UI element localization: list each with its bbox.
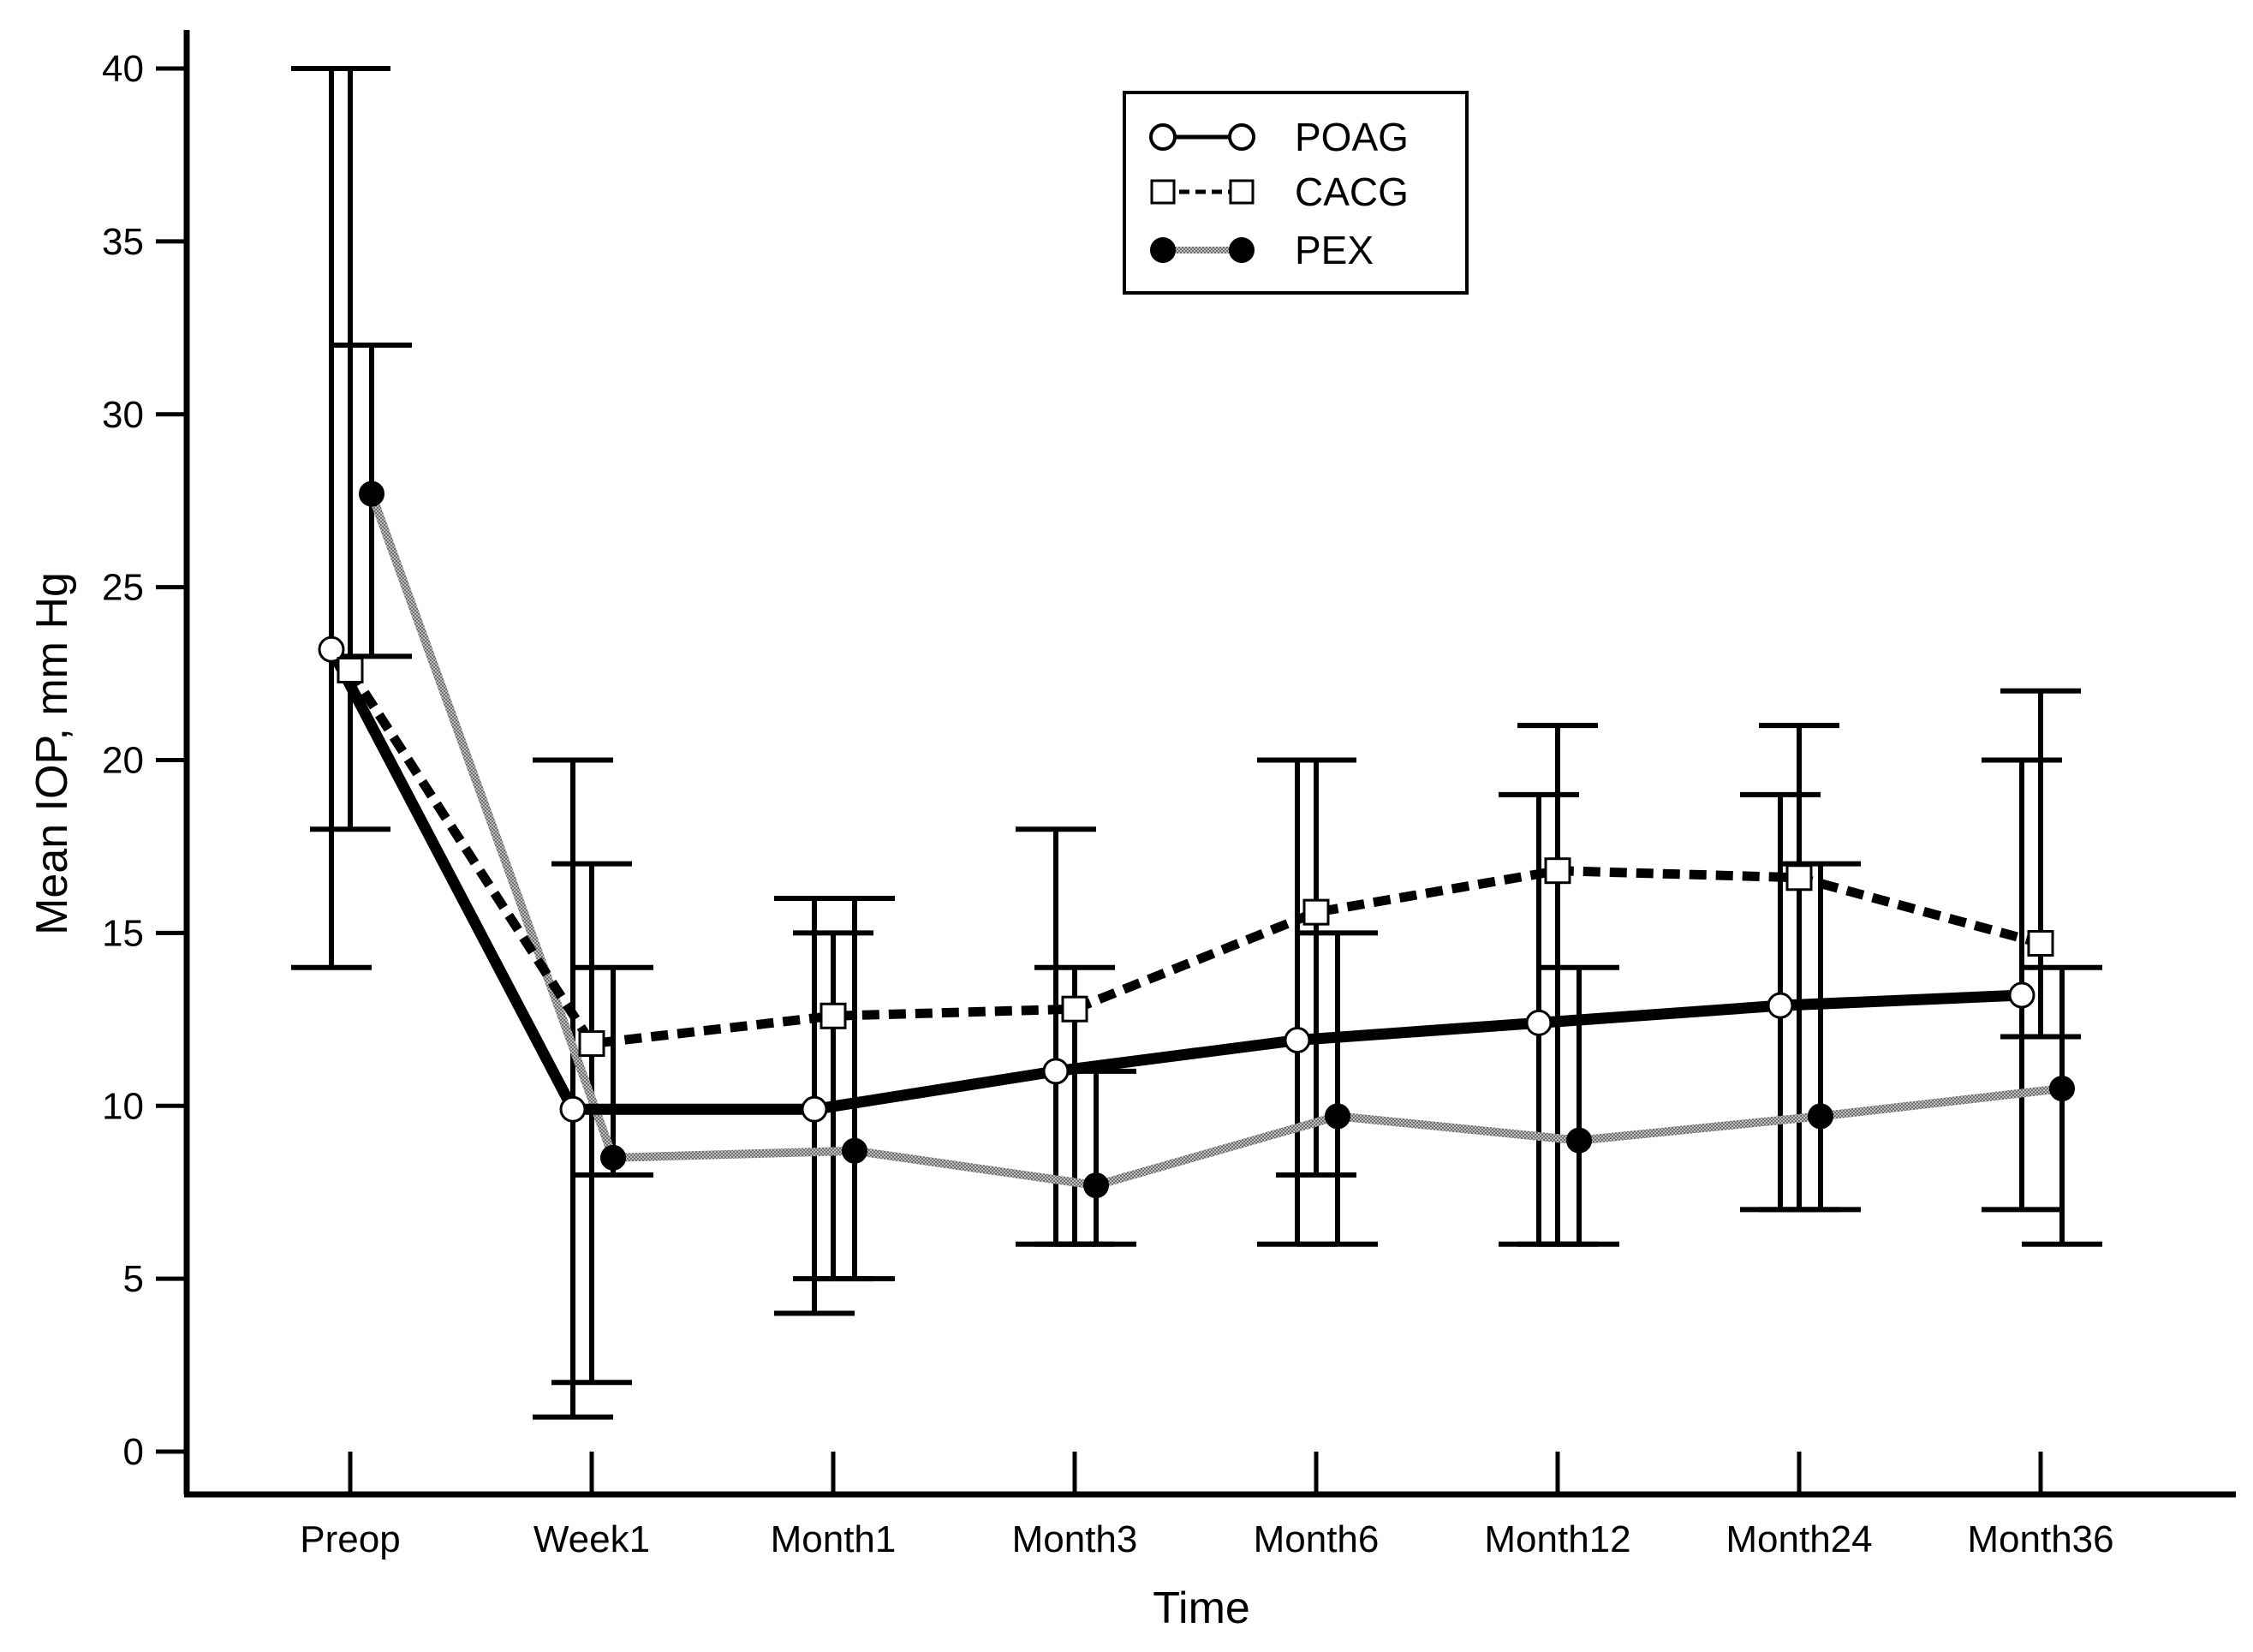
y-tick-label-0: 0 xyxy=(123,1431,144,1473)
y-axis-ticks: 0 5 10 15 20 25 30 35 40 xyxy=(102,48,187,1473)
errorbar-cacg-preop xyxy=(310,66,390,832)
y-tick-label-5: 5 xyxy=(123,1258,144,1300)
marker-poag-month1 xyxy=(801,1095,828,1123)
errorbar-poag-preop xyxy=(291,66,372,970)
marker-pex-month12 xyxy=(1566,1127,1592,1154)
x-tick-label-month1: Month1 xyxy=(771,1518,897,1560)
marker-poag-month12 xyxy=(1525,1009,1553,1036)
marker-cacg-month36 xyxy=(2027,929,2054,957)
y-tick-label-40: 40 xyxy=(102,48,144,90)
errorbar-cacg-month36 xyxy=(2000,688,2081,1040)
series-line-pex xyxy=(367,492,2063,1190)
marker-cacg-month24 xyxy=(1785,864,1813,892)
x-tick-label-month12: Month12 xyxy=(1484,1518,1630,1560)
errorbar-cacg-month24 xyxy=(1759,723,1839,1213)
marker-pex-month36 xyxy=(2049,1076,2075,1102)
legend-entry-poag: POAG xyxy=(1149,115,1409,159)
errorbar-pex-month24 xyxy=(1780,861,1861,1213)
marker-poag-month36 xyxy=(2008,981,2035,1009)
marker-cacg-week1 xyxy=(578,1030,605,1058)
x-tick-label-preop: Preop xyxy=(300,1518,400,1560)
marker-pex-month6 xyxy=(1325,1103,1350,1130)
legend-label-cacg: CACG xyxy=(1295,170,1409,214)
marker-pex-month3 xyxy=(1083,1172,1109,1199)
legend-marker-poag-left xyxy=(1149,123,1177,151)
error-bars xyxy=(291,66,2102,1420)
y-tick-label-15: 15 xyxy=(102,912,144,954)
errorbar-poag-week1 xyxy=(533,757,613,1420)
x-tick-label-month36: Month36 xyxy=(1967,1518,2113,1560)
marker-poag-month3 xyxy=(1042,1058,1070,1085)
y-tick-label-20: 20 xyxy=(102,740,144,782)
marker-pex-month24 xyxy=(1808,1103,1833,1130)
marker-poag-month6 xyxy=(1284,1027,1311,1054)
series-line-poag xyxy=(326,647,2023,1115)
marker-cacg-month12 xyxy=(1544,857,1571,885)
marker-cacg-preop xyxy=(337,657,364,684)
legend-entry-pex: PEX xyxy=(1150,228,1374,272)
errorbar-pex-month36 xyxy=(2022,964,2102,1247)
marker-cacg-month3 xyxy=(1061,995,1088,1023)
series-lines xyxy=(326,492,2063,1190)
y-tick-label-30: 30 xyxy=(102,394,144,436)
series-markers xyxy=(318,480,2075,1199)
marker-pex-month1 xyxy=(842,1137,867,1164)
legend-marker-pex-right xyxy=(1229,237,1255,263)
legend-marker-poag-right xyxy=(1228,123,1255,151)
y-tick-label-35: 35 xyxy=(102,221,144,263)
marker-pex-preop xyxy=(359,480,384,507)
errorbar-poag-month6 xyxy=(1257,757,1338,1247)
series-line-cacg xyxy=(346,667,2042,1049)
y-tick-label-10: 10 xyxy=(102,1085,144,1127)
errorbar-cacg-week1 xyxy=(551,861,632,1386)
errorbar-pex-month3 xyxy=(1056,1068,1136,1247)
y-tick-label-25: 25 xyxy=(102,567,144,609)
legend-marker-cacg-right xyxy=(1229,179,1255,205)
x-axis-ticks: Preop Week1 Month1 Month3 Month6 Month12 Month… xyxy=(300,1452,2114,1560)
legend-marker-cacg-left xyxy=(1150,179,1176,205)
x-tick-label-week1: Week1 xyxy=(533,1518,650,1560)
marker-cacg-month1 xyxy=(820,1002,847,1029)
x-tick-label-month3: Month3 xyxy=(1012,1518,1138,1560)
errorbar-pex-month12 xyxy=(1539,964,1619,1247)
errorbar-pex-month1 xyxy=(814,896,895,1282)
errorbar-cacg-month6 xyxy=(1276,757,1356,1178)
errorbar-pex-week1 xyxy=(573,964,653,1178)
legend-marker-pex-left xyxy=(1150,237,1176,263)
marker-poag-preop xyxy=(318,635,345,663)
marker-cacg-month6 xyxy=(1302,898,1330,926)
x-axis-title: Time xyxy=(1153,1583,1250,1633)
legend: POAG CACG PEX xyxy=(1123,91,1469,295)
legend-label-pex: PEX xyxy=(1295,228,1374,272)
errorbar-pex-month6 xyxy=(1297,930,1378,1247)
errorbar-cacg-month12 xyxy=(1517,723,1598,1247)
marker-pex-week1 xyxy=(600,1144,626,1171)
x-tick-label-month24: Month24 xyxy=(1726,1518,1872,1560)
y-axis-title: Mean IOP, mm Hg xyxy=(27,572,77,935)
legend-label-poag: POAG xyxy=(1295,115,1409,159)
marker-poag-week1 xyxy=(559,1095,587,1123)
marker-poag-month24 xyxy=(1767,992,1794,1019)
legend-entry-cacg: CACG xyxy=(1150,170,1409,214)
x-tick-label-month6: Month6 xyxy=(1254,1518,1380,1560)
